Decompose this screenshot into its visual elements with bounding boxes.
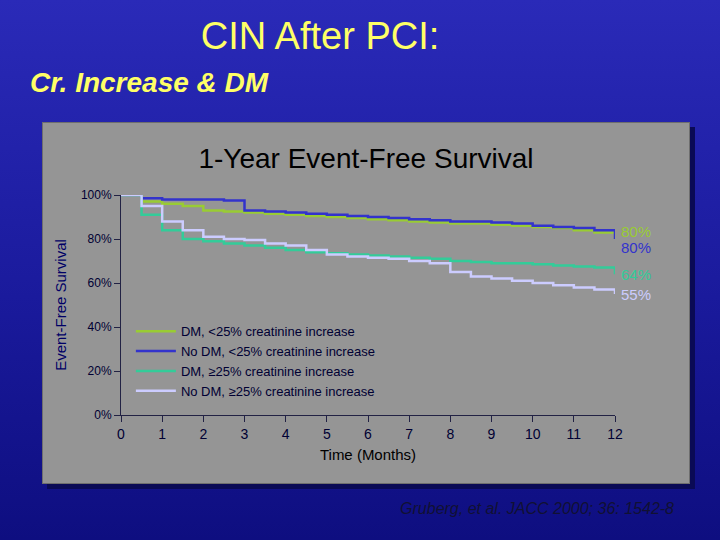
svg-text:80%: 80%: [88, 232, 112, 246]
svg-text:No DM, <25% creatinine increas: No DM, <25% creatinine increase: [181, 344, 375, 359]
html-text:CIN After PCI:: CIN After PCI:: [200, 15, 440, 57]
svg-text:9: 9: [488, 426, 496, 442]
svg-text:Event-Free Survival: Event-Free Survival: [52, 239, 69, 371]
svg-text:0%: 0%: [94, 408, 112, 422]
svg-text:80%: 80%: [621, 223, 651, 240]
svg-text:0: 0: [117, 426, 125, 442]
svg-text:40%: 40%: [88, 320, 112, 334]
svg-text:12: 12: [607, 426, 623, 442]
svg-text:20%: 20%: [88, 364, 112, 378]
svg-text:5: 5: [323, 426, 331, 442]
svg-text:3: 3: [241, 426, 249, 442]
svg-text:80%: 80%: [621, 239, 651, 256]
svg-text:11: 11: [567, 426, 582, 442]
svg-text:7: 7: [405, 426, 413, 442]
svg-text:1: 1: [158, 426, 166, 442]
svg-text:No DM, ≥25% creatinine increas: No DM, ≥25% creatinine increase: [181, 384, 375, 399]
svg-text:2: 2: [199, 426, 207, 442]
svg-text:10: 10: [525, 426, 541, 442]
svg-text:60%: 60%: [88, 276, 112, 290]
svg-text:1-Year Event-Free Survival: 1-Year Event-Free Survival: [198, 143, 533, 174]
svg-text:DM, ≥25% creatinine increase: DM, ≥25% creatinine increase: [181, 364, 354, 379]
svg-text:Time (Months): Time (Months): [320, 446, 416, 463]
svg-text:6: 6: [364, 426, 372, 442]
html-text:Cr. Increase & DM: Cr. Increase & DM: [30, 67, 269, 98]
svg-text:DM, <25% creatinine increase: DM, <25% creatinine increase: [181, 324, 355, 339]
svg-text:4: 4: [282, 426, 290, 442]
svg-text:64%: 64%: [621, 266, 651, 283]
html-text:Gruberg, et al. JACC 2000; 36:: Gruberg, et al. JACC 2000; 36: 1542-8: [400, 500, 674, 517]
svg-text:100%: 100%: [81, 188, 112, 202]
svg-text:55%: 55%: [621, 286, 651, 303]
svg-text:8: 8: [446, 426, 454, 442]
